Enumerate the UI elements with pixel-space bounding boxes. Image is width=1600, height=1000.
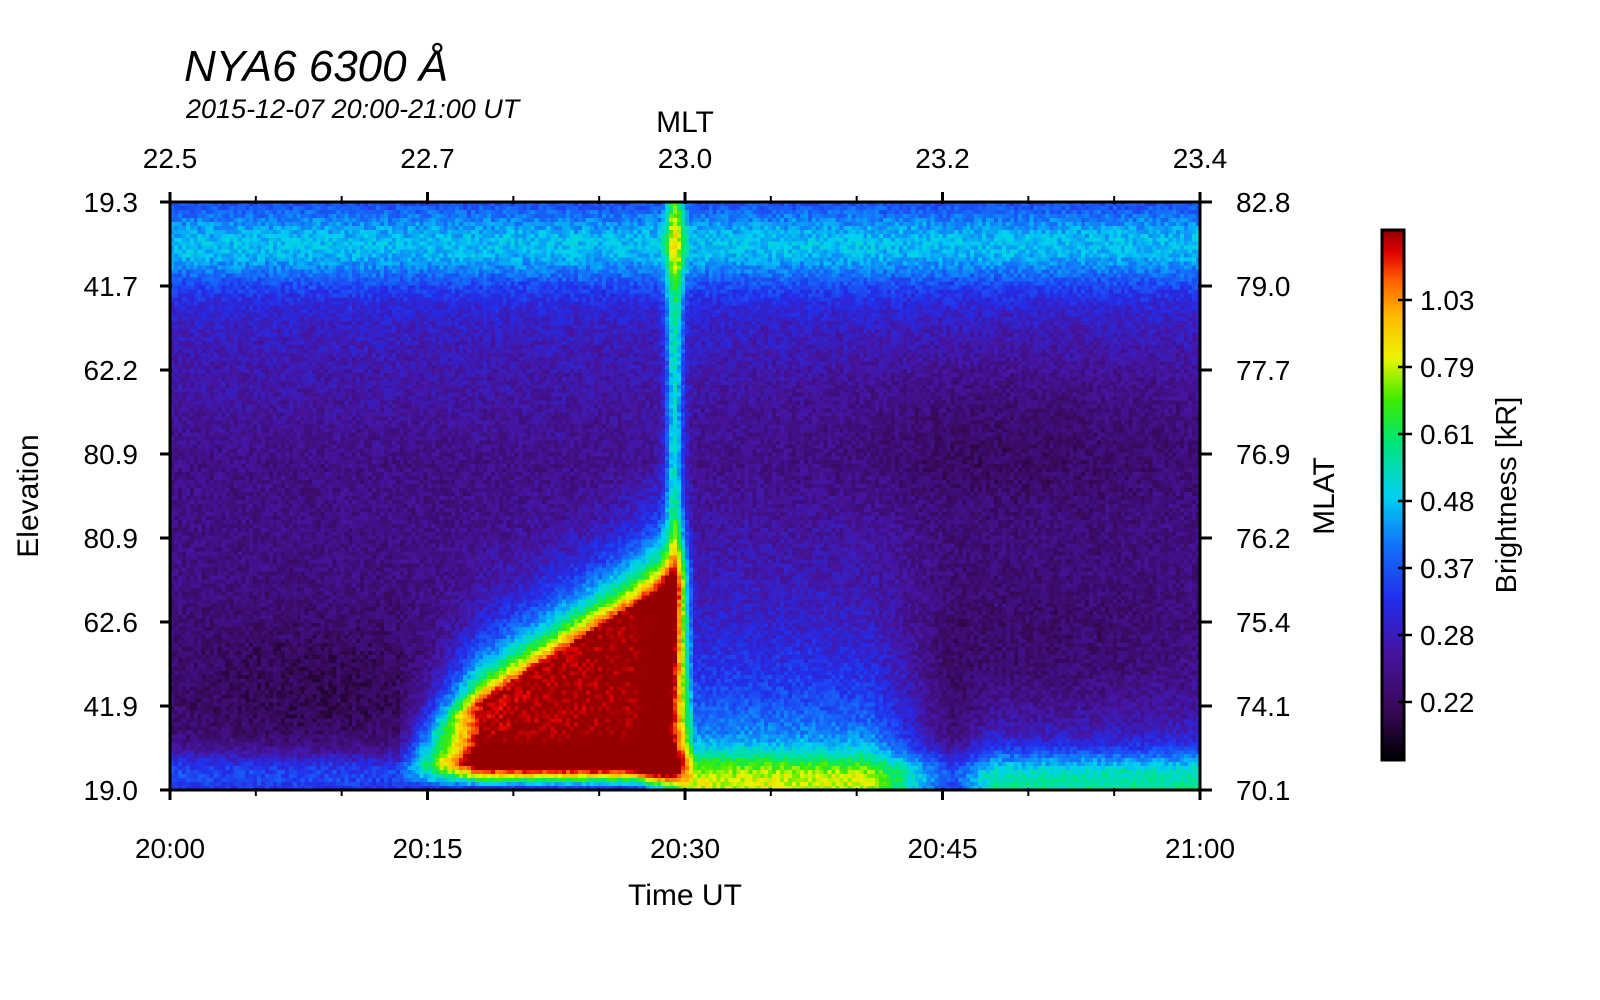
x-tick-label: 20:30 (650, 833, 720, 864)
colorbar-gradient (1382, 230, 1404, 760)
y-tick-label: 19.3 (84, 187, 139, 218)
y-tick-label: 62.6 (84, 607, 139, 638)
colorbar-label: Brightness [kR] (1491, 397, 1523, 594)
colorbar-tick-label: 0.79 (1420, 352, 1475, 383)
right-y-tick-label: 74.1 (1236, 691, 1291, 722)
y-axis-label: Elevation (12, 434, 45, 557)
x-axis-label: Time UT (628, 879, 742, 912)
top-x-axis-label: MLT (656, 106, 714, 139)
top-x-tick-label: 22.7 (400, 143, 455, 174)
colorbar-tick-label: 0.61 (1420, 419, 1475, 450)
y-tick-label: 41.7 (84, 271, 139, 302)
colorbar-tick-label: 1.03 (1420, 285, 1475, 316)
colorbar-tick-label: 0.48 (1420, 486, 1475, 517)
y-tick-label: 19.0 (84, 775, 139, 806)
y-tick-label: 80.9 (84, 439, 139, 470)
right-y-tick-label: 76.9 (1236, 439, 1291, 470)
heatmap-image (170, 202, 1200, 790)
top-x-tick-label: 23.2 (915, 143, 970, 174)
top-x-tick-label: 22.5 (143, 143, 198, 174)
chart-subtitle: 2015-12-07 20:00-21:00 UT (186, 94, 520, 124)
top-x-tick-label: 23.0 (658, 143, 713, 174)
right-y-tick-label: 82.8 (1236, 187, 1291, 218)
x-tick-label: 21:00 (1165, 833, 1235, 864)
right-y-tick-label: 75.4 (1236, 607, 1291, 638)
colorbar-tick-label: 0.22 (1420, 687, 1475, 718)
right-y-tick-label: 77.7 (1236, 355, 1291, 386)
x-tick-label: 20:45 (907, 833, 977, 864)
colorbar-frame (1380, 228, 1406, 762)
colorbar-tick-label: 0.37 (1420, 553, 1475, 584)
right-y-axis-label: MLAT (1308, 457, 1341, 535)
y-tick-label: 41.9 (84, 691, 139, 722)
top-x-tick-label: 23.4 (1173, 143, 1228, 174)
x-tick-label: 20:15 (392, 833, 462, 864)
right-y-tick-label: 70.1 (1236, 775, 1291, 806)
right-y-tick-label: 76.2 (1236, 523, 1291, 554)
right-y-tick-label: 79.0 (1236, 271, 1291, 302)
y-tick-label: 62.2 (84, 355, 139, 386)
colorbar-tick-label: 0.28 (1420, 620, 1475, 651)
plot-frame (168, 200, 1202, 792)
chart-title: NYA6 6300 Å (184, 42, 449, 91)
y-tick-label: 80.9 (84, 523, 139, 554)
x-tick-label: 20:00 (135, 833, 205, 864)
